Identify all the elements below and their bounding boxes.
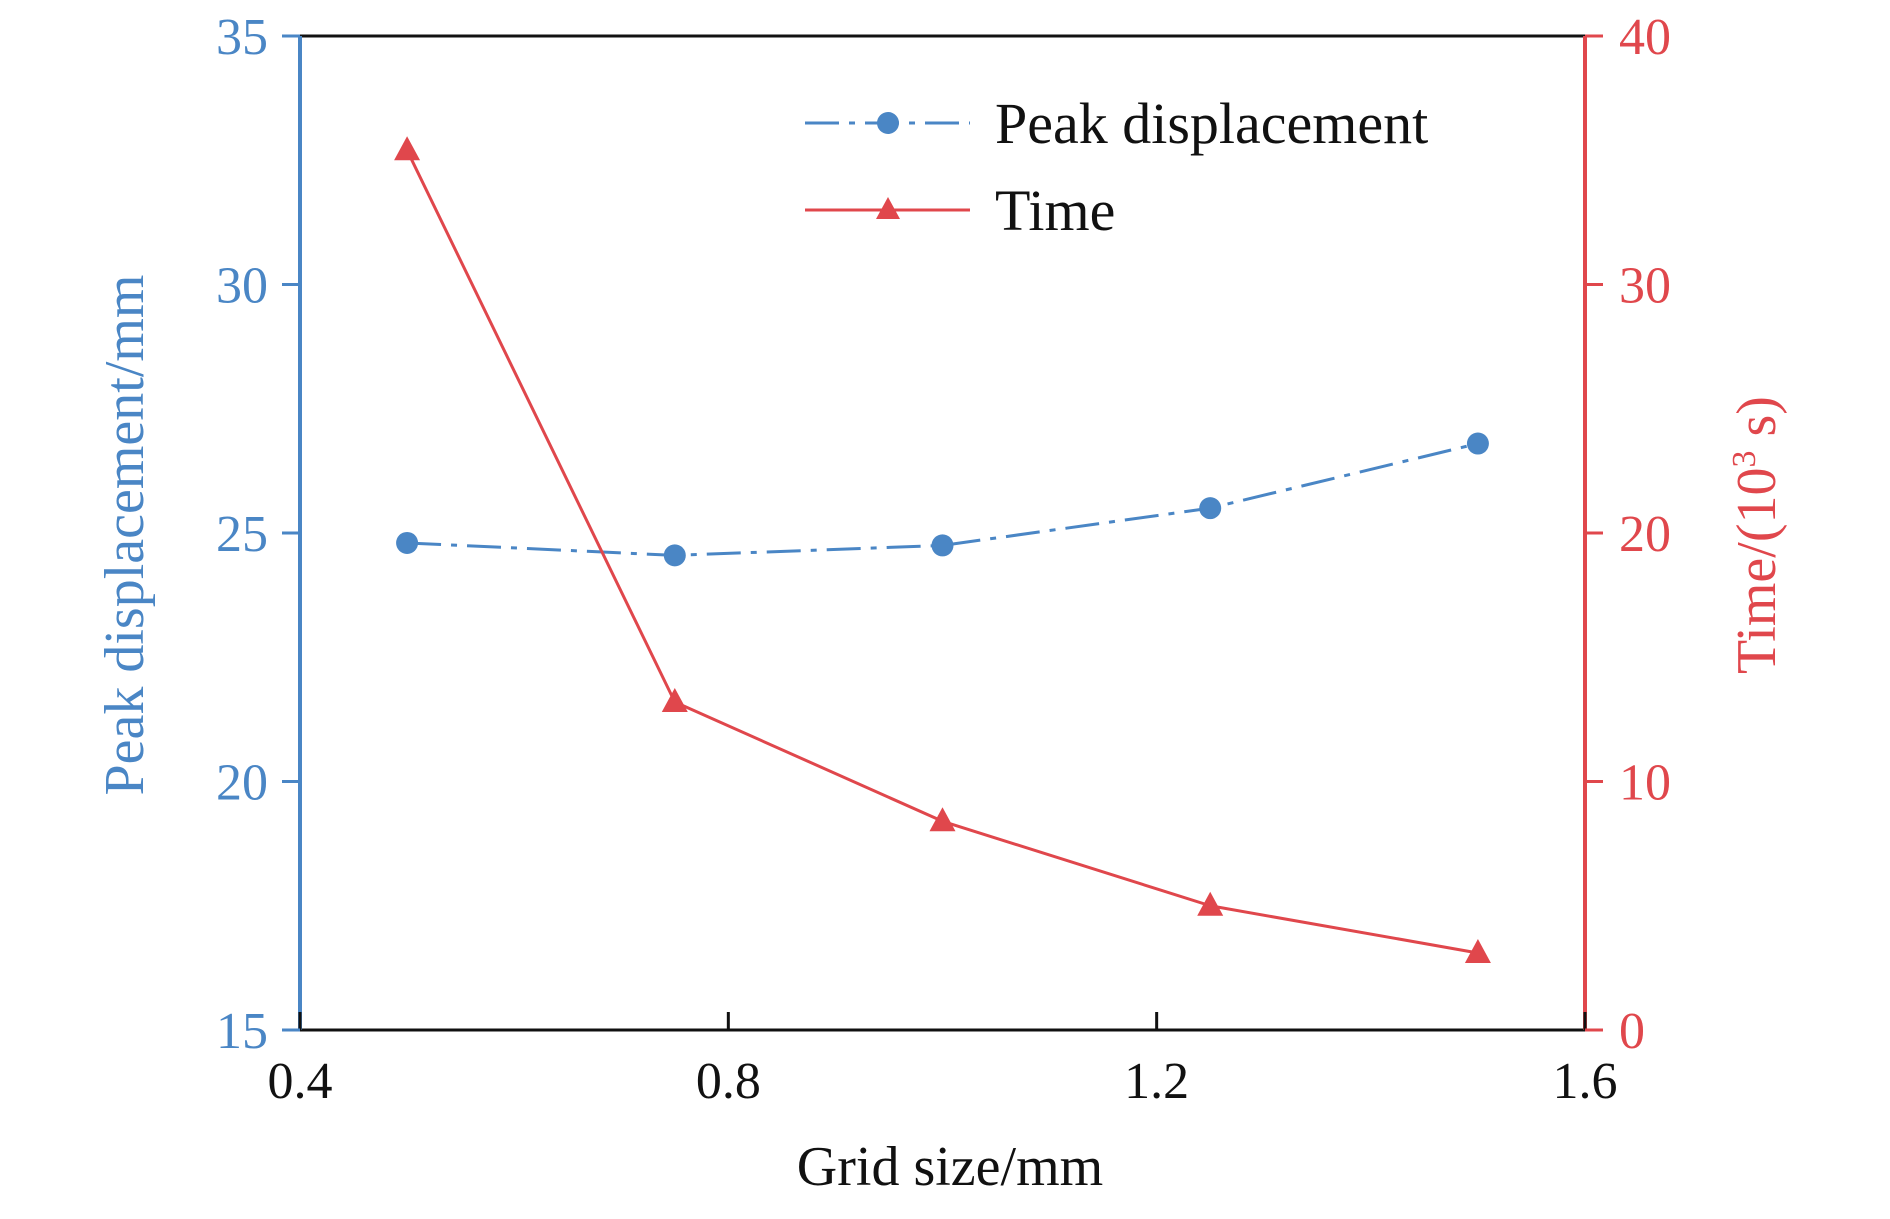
legend-marker-circle (877, 112, 899, 134)
data-point-peak-displacement (663, 544, 686, 567)
right-y-axis-title: Time/(103 s) (1726, 396, 1788, 674)
data-point-time (1464, 938, 1491, 963)
right-y-axis-title-main: Time/(10 (1726, 468, 1788, 674)
left-y-tick-label: 20 (216, 755, 268, 812)
legend-label-peak-displacement: Peak displacement (995, 91, 1428, 156)
data-point-time (1197, 891, 1224, 916)
data-point-peak-displacement (396, 531, 419, 554)
right-y-tick-label: 0 (1619, 1003, 1645, 1060)
right-y-tick-label: 40 (1619, 9, 1671, 66)
legend: Peak displacement Time (805, 91, 1428, 243)
legend-marker-triangle (876, 197, 900, 219)
left-y-tick-label: 30 (216, 258, 268, 315)
right-y-tick-label: 10 (1619, 755, 1671, 812)
data-point-time (929, 807, 956, 832)
data-point-peak-displacement (1466, 432, 1489, 455)
data-point-peak-displacement (931, 534, 954, 557)
plot-area (394, 136, 1491, 963)
right-y-axis-title-sup: 3 (1726, 451, 1763, 468)
legend-item-peak-displacement: Peak displacement (805, 91, 1428, 156)
left-y-axis-title: Peak displacement/mm (94, 275, 156, 796)
right-y-tick-label: 20 (1619, 506, 1671, 563)
right-y-axis-title-tail: s) (1726, 396, 1788, 450)
data-point-time (394, 136, 421, 161)
legend-item-time: Time (805, 178, 1115, 243)
left-y-tick-label: 15 (216, 1003, 268, 1060)
x-tick-label: 0.8 (696, 1053, 761, 1110)
x-tick-label: 0.4 (268, 1053, 333, 1110)
x-tick-label: 1.6 (1553, 1053, 1618, 1110)
right-y-tick-label: 30 (1619, 258, 1671, 315)
x-axis-title: Grid size/mm (797, 1136, 1103, 1198)
legend-label-time: Time (995, 178, 1115, 243)
left-y-tick-label: 25 (216, 506, 268, 563)
data-point-time (661, 687, 688, 712)
data-point-peak-displacement (1199, 497, 1222, 520)
left-y-tick-label: 35 (216, 9, 268, 66)
axes: 0.4 0.8 1.2 1.6 15 20 25 30 35 0 10 20 30 40 (216, 9, 1671, 1110)
x-tick-label: 1.2 (1124, 1053, 1189, 1110)
